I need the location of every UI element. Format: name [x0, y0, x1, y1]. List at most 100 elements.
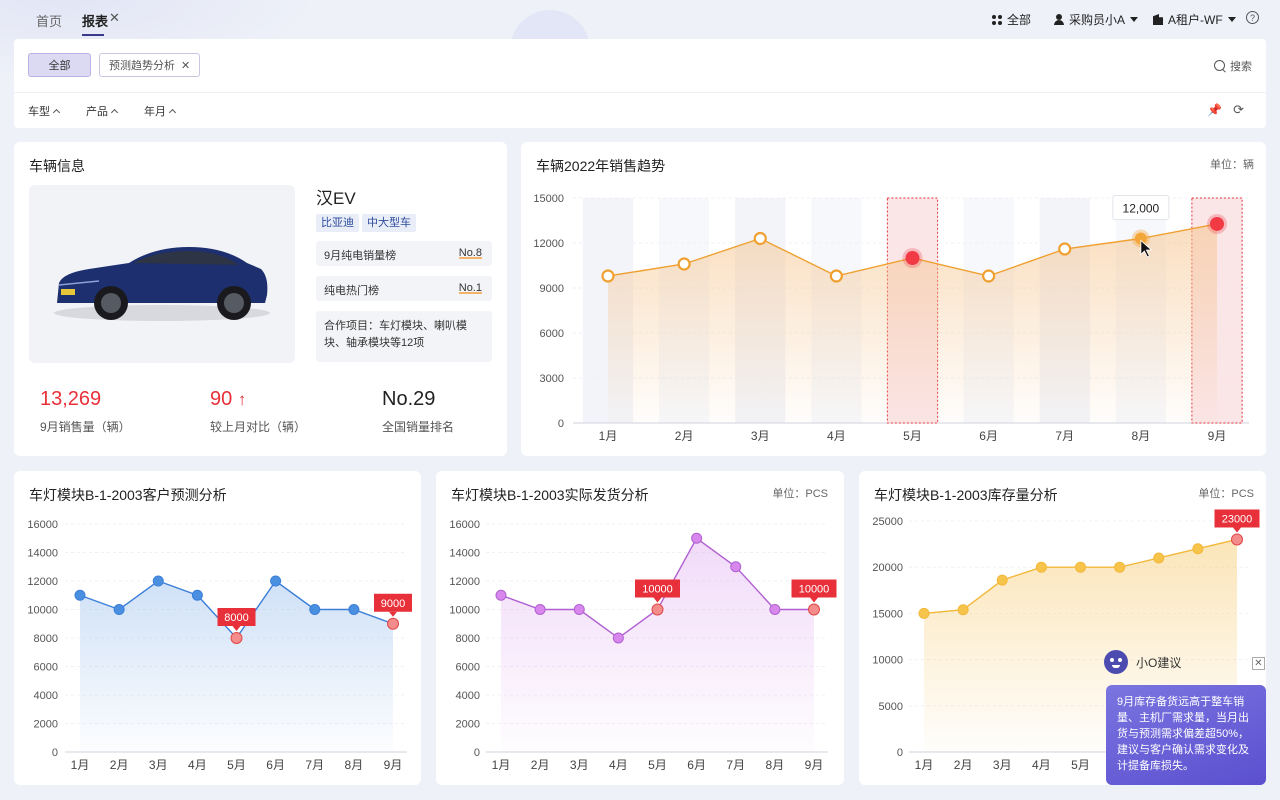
close-icon[interactable]: ✕: [181, 59, 191, 72]
data-label: 23000: [1222, 513, 1253, 525]
x-tick-label: 7月: [726, 758, 745, 772]
card-title: 车灯模块B-1-2003实际发货分析: [451, 487, 649, 503]
tab-close-icon[interactable]: ✕: [109, 10, 120, 25]
rank-value: No.8: [458, 247, 483, 259]
car-image: [29, 185, 295, 363]
data-label-pointer: [653, 597, 662, 603]
suggestion-title: 小O建议: [1136, 655, 1182, 670]
refresh-icon[interactable]: ⟳: [1233, 102, 1244, 117]
data-point: [1134, 232, 1147, 245]
rank-row: 纯电热门榜 No.1: [316, 276, 492, 301]
tab-report[interactable]: 报表: [82, 11, 108, 36]
robot-icon: [1104, 650, 1128, 674]
x-tick-label: 1月: [492, 758, 511, 772]
data-label-bg: [635, 579, 680, 598]
user-menu[interactable]: 采购员小A: [1054, 11, 1139, 28]
tab-home[interactable]: 首页: [36, 14, 63, 29]
y-tick-label: 6000: [34, 662, 58, 674]
y-tick-label: 15000: [872, 608, 903, 620]
card-title: 车灯模块B-1-2003库存量分析: [874, 487, 1058, 503]
user-icon: [1054, 14, 1064, 25]
data-point: [730, 561, 742, 573]
caret-down-icon: [1130, 17, 1139, 22]
suggestion-close-button[interactable]: ✕: [1252, 657, 1265, 670]
filter-chip-label: 预测趋势分析: [109, 60, 175, 72]
x-tick-label: 2月: [675, 429, 694, 443]
data-label-bg: [374, 593, 412, 612]
x-tick-label: 4月: [1032, 758, 1051, 772]
y-tick-label: 16000: [449, 519, 480, 531]
data-point: [957, 604, 969, 616]
data-point: [230, 632, 243, 644]
search-icon: [1214, 60, 1226, 72]
suggestion-box: 9月库存备货远高于整车销量、主机厂需求量，当月出货与预测需求偏差超50%，建议与…: [1106, 685, 1266, 785]
rank-value: No.1: [458, 282, 483, 294]
x-tick-label: 6月: [687, 758, 706, 772]
y-tick-label: 2000: [34, 719, 58, 731]
y-tick-label: 20000: [872, 562, 903, 574]
y-tick-label: 0: [52, 747, 58, 759]
x-tick-label: 7月: [305, 758, 324, 772]
filter-chip-forecast[interactable]: 预测趋势分析 ✕: [99, 53, 201, 77]
y-tick-label: 12000: [449, 576, 480, 588]
data-label: 9000: [381, 598, 405, 610]
data-point: [1153, 552, 1165, 564]
data-point: [573, 604, 585, 615]
data-point: [270, 575, 282, 587]
stat-rank-label: 全国销量排名: [382, 420, 455, 434]
all-menu-label: 全部: [1007, 13, 1032, 27]
data-point: [982, 269, 996, 283]
y-tick-label: 2000: [456, 719, 480, 731]
data-point: [905, 251, 920, 265]
y-tick-label: 6000: [540, 328, 564, 340]
y-tick-label: 5000: [879, 701, 903, 713]
unit-label: 单位：PCS: [1198, 488, 1254, 500]
dropdown-product[interactable]: 产品: [86, 103, 119, 119]
x-tick-label: 8月: [345, 758, 364, 772]
tenant-menu[interactable]: A租户-WF: [1153, 11, 1236, 28]
x-tick-label: 5月: [648, 758, 667, 772]
y-tick-label: 15000: [533, 193, 564, 205]
x-tick-label: 6月: [266, 758, 285, 772]
top-nav: 首页 报表 ✕ 全部 采购员小A A租户-WF ?: [0, 0, 1280, 38]
stat-change-value: 90: [210, 388, 233, 410]
car-name: 汉EV: [316, 189, 356, 208]
arrow-up-icon: ↑: [237, 390, 247, 409]
x-tick-label: 4月: [827, 429, 846, 443]
x-tick-label: 8月: [766, 758, 785, 772]
data-point: [918, 607, 930, 619]
stat-sales-value: 13,269: [40, 388, 102, 410]
data-point: [1058, 242, 1072, 256]
dropdown-month[interactable]: 年月: [144, 103, 177, 119]
data-label-bg: [217, 608, 256, 626]
y-tick-label: 0: [558, 418, 564, 430]
cursor-icon: [1140, 239, 1153, 258]
data-point: [348, 604, 360, 615]
data-point: [152, 575, 164, 587]
series-area: [501, 538, 814, 752]
sales-trend-chart: 0 3000 6000 9000 12000 15000 1月 2月 3月 4月 5月 6月 7月 8月 9…: [533, 193, 1249, 443]
x-tick-label: 3月: [993, 758, 1012, 772]
pin-icon[interactable]: 📌: [1207, 103, 1222, 117]
stat-rank-value: No.29: [382, 388, 436, 410]
data-label-bg: [791, 579, 837, 598]
data-point: [808, 603, 820, 616]
series-area: [608, 223, 1217, 423]
data-point: [1192, 543, 1204, 555]
filter-chip-all[interactable]: 全部: [28, 53, 91, 77]
all-menu-button[interactable]: 全部: [992, 11, 1031, 28]
x-tick-label: 7月: [1055, 429, 1074, 443]
data-label-pointer: [810, 597, 818, 603]
rank-label: 纯电热门榜: [324, 285, 379, 297]
coop-projects: 合作项目：车灯模块、喇叭模块、轴承模块等12项: [316, 311, 492, 362]
data-point: [534, 604, 546, 615]
shipment-card: 车灯模块B-1-2003实际发货分析 单位：PCS 0 2000 4000 6000 8…: [436, 471, 844, 785]
suggestion-header: 小O建议: [1104, 650, 1181, 674]
dropdown-model[interactable]: 车型: [28, 103, 61, 119]
x-tick-label: 9月: [805, 758, 824, 772]
search-label: 搜索: [1230, 61, 1252, 73]
help-button[interactable]: ?: [1246, 11, 1259, 24]
search-button[interactable]: 搜索: [1214, 58, 1252, 74]
caret-down-icon: [1227, 17, 1236, 22]
series-area: [80, 581, 393, 752]
